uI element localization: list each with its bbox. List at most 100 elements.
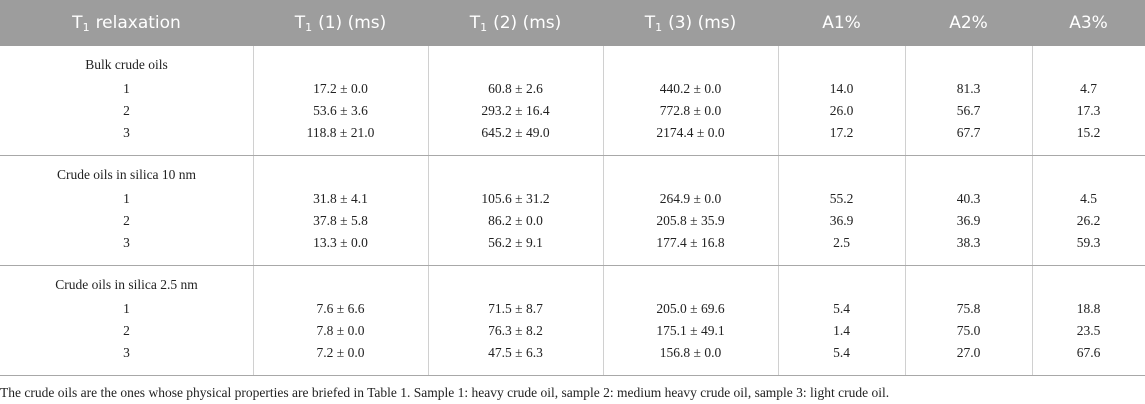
header-rest: (1) (ms) <box>318 13 387 33</box>
cell: 23.5 <box>1076 323 1101 338</box>
cell: 36.9 <box>829 213 854 228</box>
group-label: Bulk crude oils <box>85 57 168 72</box>
cell: 15.2 <box>1076 125 1101 140</box>
cell: 772.8 ± 0.0 <box>659 103 722 118</box>
cell: 14.0 <box>829 81 854 96</box>
header-main: A3% <box>1069 13 1108 33</box>
cell: 59.3 <box>1076 235 1101 250</box>
group-separator <box>0 375 1145 376</box>
cell: 205.8 ± 35.9 <box>656 213 725 228</box>
header-bar <box>0 0 1145 46</box>
header-rest: (3) (ms) <box>668 13 737 33</box>
column-divider <box>603 46 604 376</box>
cell: 7.6 ± 6.6 <box>316 301 365 316</box>
column-header: A1% <box>778 0 905 46</box>
header-main: A1% <box>822 13 861 33</box>
cell: 71.5 ± 8.7 <box>488 301 543 316</box>
column-header: T1 relaxation <box>0 0 253 46</box>
cell: 4.7 <box>1080 81 1097 96</box>
column-divider <box>778 46 779 376</box>
cell: 60.8 ± 2.6 <box>488 81 543 96</box>
cell: 2 <box>123 323 130 338</box>
cell: 13.3 ± 0.0 <box>313 235 368 250</box>
cell: 293.2 ± 16.4 <box>481 103 550 118</box>
column-header: A2% <box>905 0 1032 46</box>
header-main: T <box>72 13 83 33</box>
cell: 36.9 <box>956 213 981 228</box>
cell: 27.0 <box>956 345 981 360</box>
cell: 75.0 <box>956 323 981 338</box>
cell: 177.4 ± 16.8 <box>656 235 725 250</box>
cell: 1 <box>123 81 130 96</box>
column-header: A3% <box>1032 0 1145 46</box>
cell: 3 <box>123 345 130 360</box>
cell: 175.1 ± 49.1 <box>656 323 725 338</box>
header-main: T <box>469 13 481 33</box>
cell: 3 <box>123 125 130 140</box>
cell: 7.2 ± 0.0 <box>316 345 365 360</box>
cell: 37.8 ± 5.8 <box>313 213 368 228</box>
cell: 2.5 <box>833 235 850 250</box>
cell: 1 <box>123 191 130 206</box>
group-separator <box>0 155 1145 156</box>
cell: 17.3 <box>1076 103 1101 118</box>
cell: 2174.4 ± 0.0 <box>656 125 725 140</box>
cell: 1.4 <box>833 323 850 338</box>
cell: 18.8 <box>1076 301 1101 316</box>
cell: 67.7 <box>956 125 981 140</box>
cell: 156.8 ± 0.0 <box>659 345 722 360</box>
header-sub: 1 <box>480 21 488 34</box>
header-sub: 1 <box>655 21 663 34</box>
cell: 86.2 ± 0.0 <box>488 213 543 228</box>
column-header: T1 (3) (ms) <box>603 0 778 46</box>
column-divider <box>428 46 429 376</box>
header-main: T <box>644 13 656 33</box>
cell: 26.2 <box>1076 213 1101 228</box>
cell: 26.0 <box>829 103 854 118</box>
cell: 105.6 ± 31.2 <box>481 191 550 206</box>
column-divider <box>253 46 254 376</box>
cell: 3 <box>123 235 130 250</box>
cell: 55.2 <box>829 191 854 206</box>
header-main: T <box>294 13 306 33</box>
cell: 53.6 ± 3.6 <box>313 103 368 118</box>
cell: 118.8 ± 21.0 <box>306 125 375 140</box>
column-divider <box>1032 46 1033 376</box>
cell: 5.4 <box>833 345 850 360</box>
cell: 2 <box>123 213 130 228</box>
header-main: A2% <box>949 13 988 33</box>
cell: 40.3 <box>956 191 981 206</box>
cell: 47.5 ± 6.3 <box>488 345 543 360</box>
cell: 17.2 ± 0.0 <box>313 81 368 96</box>
group-separator <box>0 265 1145 266</box>
cell: 7.8 ± 0.0 <box>316 323 365 338</box>
footnote: The crude oils are the ones whose physic… <box>0 385 890 400</box>
group-label: Crude oils in silica 2.5 nm <box>55 277 198 292</box>
cell: 76.3 ± 8.2 <box>488 323 543 338</box>
cell: 1 <box>123 301 130 316</box>
cell: 81.3 <box>956 81 981 96</box>
cell: 440.2 ± 0.0 <box>659 81 722 96</box>
header-sub: 1 <box>82 21 90 34</box>
header-rest: relaxation <box>95 13 181 33</box>
cell: 31.8 ± 4.1 <box>313 191 368 206</box>
header-rest: (2) (ms) <box>493 13 562 33</box>
group-label: Crude oils in silica 10 nm <box>56 167 197 182</box>
column-header: T1 (2) (ms) <box>428 0 603 46</box>
header-sub: 1 <box>305 21 313 34</box>
column-divider <box>905 46 906 376</box>
cell: 205.0 ± 69.6 <box>656 301 725 316</box>
cell: 264.9 ± 0.0 <box>659 191 722 206</box>
cell: 2 <box>123 103 130 118</box>
cell: 56.2 ± 9.1 <box>488 235 543 250</box>
column-header: T1 (1) (ms) <box>253 0 428 46</box>
cell: 67.6 <box>1076 345 1101 360</box>
cell: 75.8 <box>956 301 981 316</box>
cell: 56.7 <box>956 103 981 118</box>
cell: 38.3 <box>956 235 981 250</box>
cell: 5.4 <box>833 301 850 316</box>
cell: 17.2 <box>829 125 854 140</box>
cell: 4.5 <box>1080 191 1097 206</box>
cell: 645.2 ± 49.0 <box>481 125 550 140</box>
